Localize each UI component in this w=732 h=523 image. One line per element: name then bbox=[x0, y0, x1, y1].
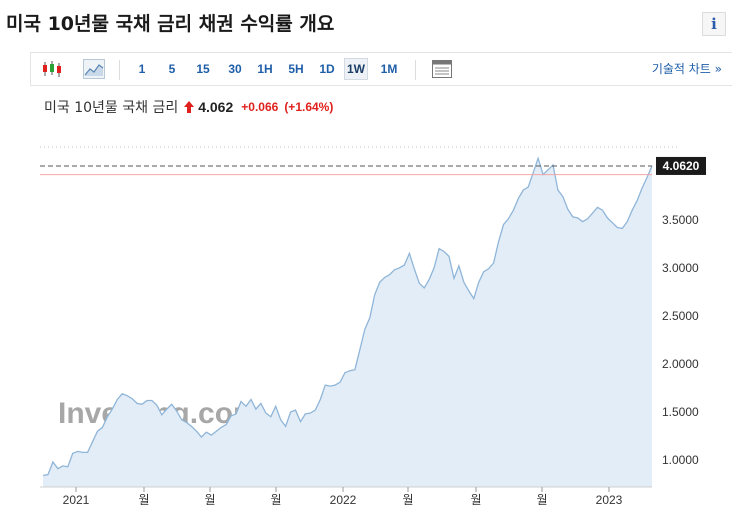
y-tick-label: 1.5000 bbox=[662, 405, 699, 419]
y-tick-label: 3.5000 bbox=[662, 213, 699, 227]
timeframe-button-30[interactable]: 30 bbox=[228, 62, 242, 76]
last-price-label: 4.0620 bbox=[656, 156, 706, 175]
chart-toolbar: 기술적 차트 » 1 5 15 30 1H 5H 1D 1W 1M bbox=[30, 52, 732, 86]
instrument-name: 미국 10년물 국채 금리 bbox=[44, 100, 179, 116]
quote-summary: 미국 10년물 국채 금리 4.062 +0.066 (+1.64%) bbox=[44, 97, 339, 117]
y-axis: 1.0000 1.5000 2.0000 2.5000 3.0000 3.5000 bbox=[662, 213, 699, 467]
x-tick-label: 월 bbox=[204, 493, 215, 507]
series-line bbox=[42, 156, 653, 477]
price-change: +0.066 bbox=[241, 100, 279, 114]
x-tick-label: 월 bbox=[138, 493, 149, 507]
timeframe-button-1[interactable]: 1 bbox=[138, 62, 146, 76]
toolbar-divider bbox=[119, 60, 120, 80]
area-chart-icon[interactable] bbox=[83, 59, 105, 79]
page-title: 미국 10년물 국채 금리 채권 수익률 개요 bbox=[6, 13, 335, 35]
y-tick-label: 2.5000 bbox=[662, 309, 699, 323]
x-tick-label: 월 bbox=[470, 493, 481, 507]
toolbar-divider bbox=[415, 60, 416, 80]
area-fill bbox=[43, 158, 652, 488]
y-tick-label: 3.0000 bbox=[662, 261, 699, 275]
chart-canvas[interactable]: Investing.com 1.00001.50002.00002.50003.… bbox=[30, 140, 732, 523]
x-tick-label: 2023 bbox=[596, 493, 623, 507]
technical-chart-link[interactable]: 기술적 차트 » bbox=[651, 62, 722, 76]
price-change-percent: (+1.64%) bbox=[284, 100, 334, 114]
last-price-value: 4.0620 bbox=[663, 159, 700, 173]
x-tick-label: 월 bbox=[402, 493, 413, 507]
chart-settings-icon[interactable] bbox=[431, 59, 453, 79]
last-price: 4.062 bbox=[198, 99, 234, 115]
x-tick-label: 2021 bbox=[63, 493, 90, 507]
timeframe-button-1m[interactable]: 1M bbox=[380, 62, 398, 76]
y-tick-label: 1.0000 bbox=[662, 453, 699, 467]
y-tick-label: 2.0000 bbox=[662, 357, 699, 371]
x-tick-label: 월 bbox=[536, 493, 547, 507]
timeframe-button-5[interactable]: 5 bbox=[168, 62, 176, 76]
timeframe-button-1d[interactable]: 1D bbox=[319, 62, 335, 76]
timeframe-button-1w[interactable]: 1W bbox=[344, 58, 368, 80]
timeframe-button-15[interactable]: 15 bbox=[196, 62, 210, 76]
timeframe-button-5h[interactable]: 5H bbox=[288, 62, 304, 76]
x-tick-label: 월 bbox=[270, 493, 281, 507]
last-price-badge bbox=[656, 156, 706, 175]
price-chart[interactable]: Investing.com 1.00001.50002.00002.50003.… bbox=[30, 140, 732, 523]
timeframe-button-1h[interactable]: 1H bbox=[257, 62, 273, 76]
arrow-up-icon bbox=[184, 101, 195, 113]
info-button[interactable]: i bbox=[702, 12, 726, 36]
x-tick-label: 2022 bbox=[330, 493, 357, 507]
candlestick-icon[interactable] bbox=[41, 59, 63, 79]
x-axis: 2021 월 월 월 2022 월 월 월 2023 bbox=[40, 486, 652, 507]
